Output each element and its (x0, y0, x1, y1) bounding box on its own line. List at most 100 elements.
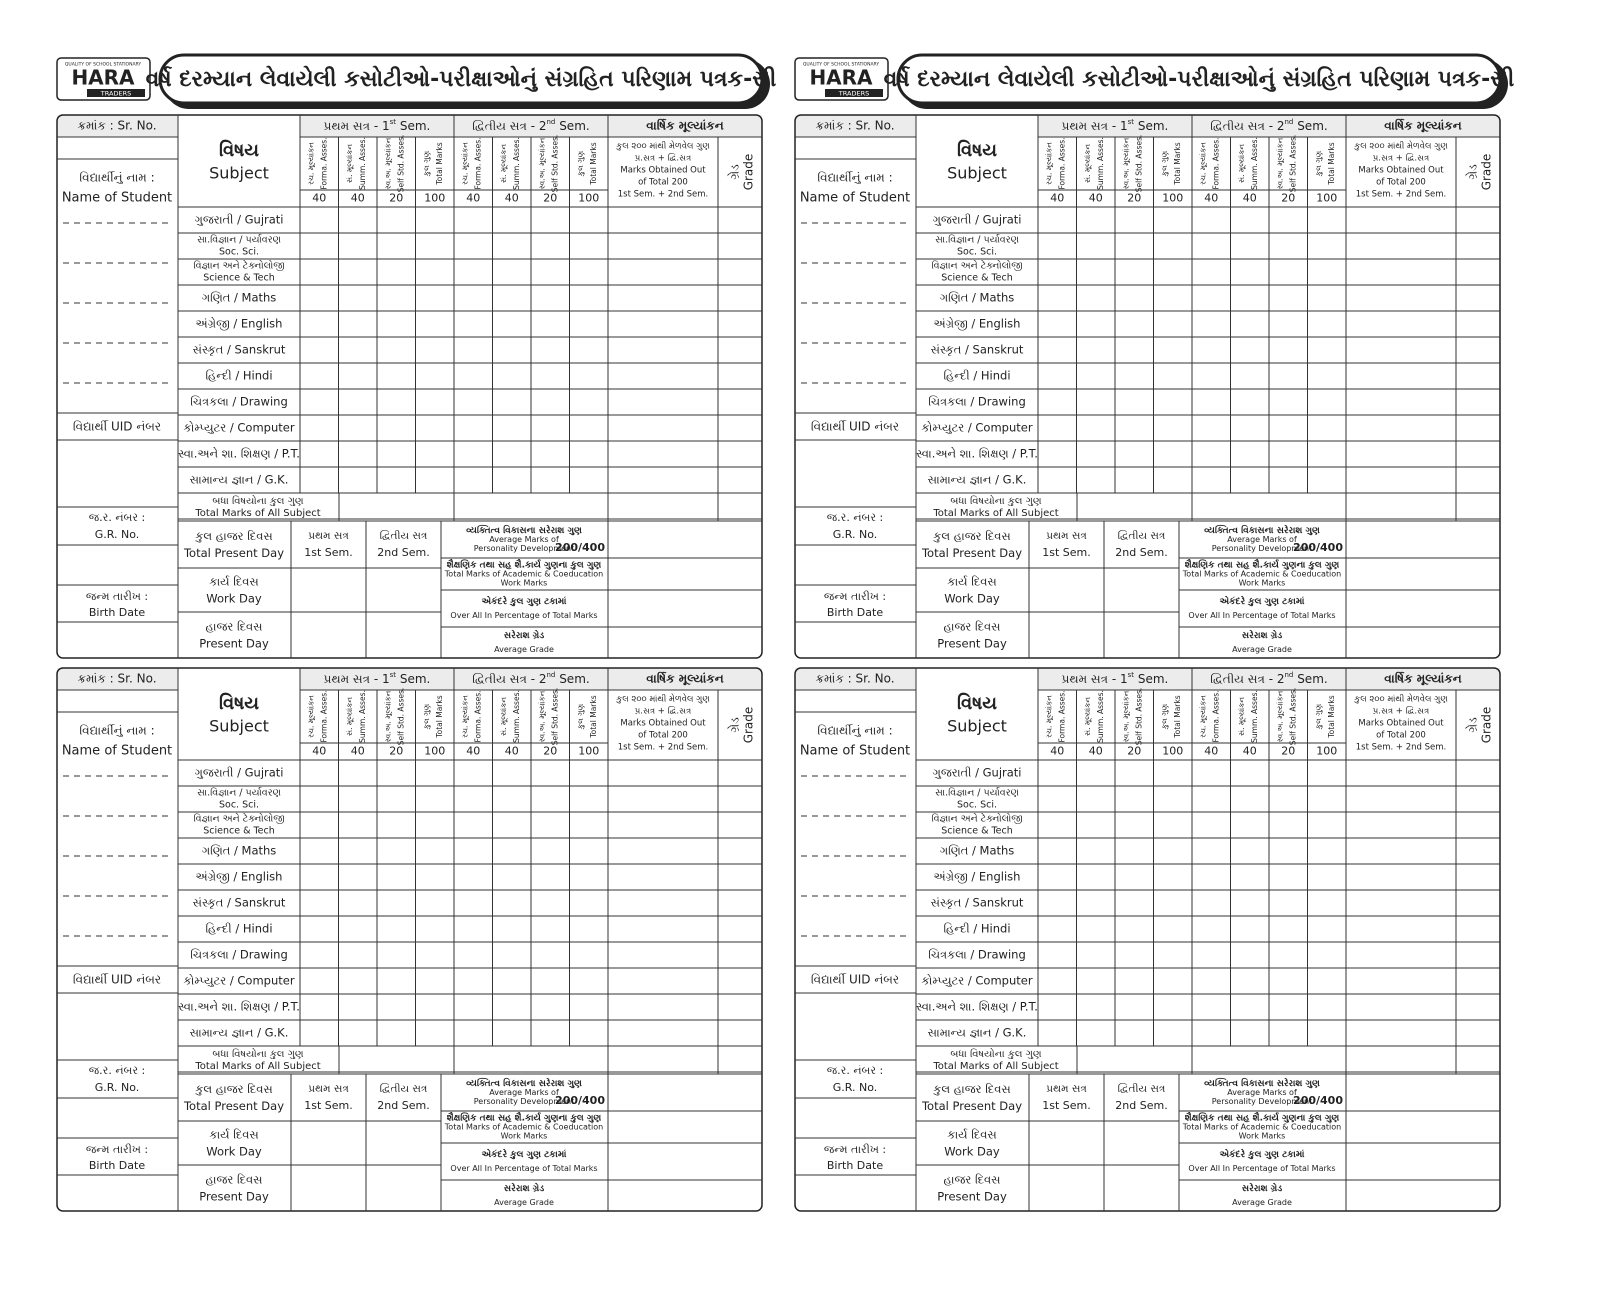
grade-header: ગ્રેડ (1465, 164, 1479, 180)
attendance-label: કાર્ય દિવસ (947, 1128, 997, 1142)
annual-header: વાર્ષિક મૂલ્યાંકન (1384, 671, 1461, 688)
summary-label: Average Marks of (489, 1088, 559, 1097)
assessment-header: સં. મૂલ્યાંકન (1236, 144, 1247, 183)
sem-tail: Sem. (1134, 672, 1168, 686)
summary-label: Over All In Percentage of Total Marks (450, 1164, 597, 1173)
summary-label: વ્યક્તિત્વ વિકાસના સરેરાશ ગુણ (1204, 1076, 1320, 1089)
summary-label: શૈક્ષણિક તથા સહ શૈ.કાર્ય ગુણના કુલ ગુણ (1185, 1110, 1340, 1123)
logo: HARA (809, 66, 873, 90)
attendance-label: Total Present Day (921, 546, 1022, 560)
attendance-label: Present Day (199, 1190, 269, 1204)
subject-name: કોમ્પ્યુટર / Computer (921, 974, 1032, 988)
att-sem: પ્રથમ સત્ર (1046, 1083, 1087, 1095)
subject-name: Soc. Sci. (957, 800, 997, 811)
gr-label: જ.ર. નંબર : (827, 1064, 884, 1077)
max-marks: 40 (1204, 192, 1218, 205)
logo-strip (87, 89, 145, 97)
sem-header: દ્વિતીય સત્ર - 2nd Sem. (472, 118, 589, 133)
birth-label: જન્મ તારીખ : (824, 590, 886, 603)
assessment-header: સ્વ.અ. મૂલ્યાંકન (1120, 690, 1131, 742)
grade-header: Grade (1480, 707, 1494, 744)
assessment-header: કુલ ગુણ (1314, 150, 1323, 177)
max-marks: 20 (1281, 192, 1295, 205)
att-sem: દ્વિતીય સત્ર (1118, 529, 1166, 542)
annual-note: Marks Obtained Out (620, 719, 706, 729)
attendance-label: કાર્ય દિવસ (947, 575, 997, 589)
annual-note: Marks Obtained Out (620, 166, 706, 176)
subject-name: કોમ્પ્યુટર / Computer (921, 421, 1032, 435)
subject-name: ગુજરાતી / Gujrati (932, 766, 1021, 780)
summary-label: એકંદરે કુલ ગુણ ટકામાં (1220, 1147, 1306, 1160)
result-form: ક્રમાંક : Sr. No. વિદ્યાર્થીનું નામ : Name… (56, 667, 763, 1212)
summary-label: Personality Development (474, 1097, 575, 1106)
logo-tagline: QUALITY OF SCHOOL STATIONARY (65, 62, 142, 68)
assessment-header: સ્વ.અ. મૂલ્યાંકન (1274, 137, 1285, 189)
summary-label: Personality Development (1212, 544, 1313, 553)
summary-label: સરેરાશ ગ્રેડ (1242, 1181, 1282, 1194)
subject-name: કોમ્પ્યુટર / Computer (183, 974, 294, 988)
header-shade (57, 668, 178, 690)
subject-name: હિન્દી / Hindi (205, 369, 272, 383)
sem-header: પ્રથમ સત્ર - 1st Sem. (1061, 118, 1168, 133)
att-sem: 2nd Sem. (377, 546, 429, 559)
summary-label: Average Grade (494, 645, 554, 654)
max-marks: 100 (1162, 192, 1183, 205)
title-pill (158, 53, 764, 105)
assessment-header: Forma. Asses. (1211, 690, 1220, 742)
assessment-header: રચ. મૂલ્યાંકન (459, 695, 470, 738)
birth-label: Birth Date (827, 606, 883, 619)
attendance-label: હાજર દિવસ (944, 1173, 1002, 1187)
subject-name: હિન્દી / Hindi (205, 922, 272, 936)
birth-label: Birth Date (89, 606, 145, 619)
sr-no: ક્રમાંક : Sr. No. (815, 672, 894, 686)
total-label: બધા વિષયોના કુલ ગુણ (212, 1047, 304, 1060)
subject-name: સંસ્કૃત / Sanskrut (193, 343, 286, 357)
att-sem: 1st Sem. (304, 1099, 353, 1112)
summary-label: શૈક્ષણિક તથા સહ શૈ.કાર્ય ગુણના કુલ ગુણ (447, 1110, 602, 1123)
assessment-header: Summ. Asses. (1250, 137, 1259, 190)
assessment-header: કુલ ગુણ (1160, 150, 1169, 177)
attendance-label: Work Day (206, 1145, 262, 1159)
summary-value: 200/400 (555, 1094, 605, 1107)
subject-name: Science & Tech (941, 826, 1013, 837)
sem-label: પ્રથમ સત્ર - 1 (1061, 672, 1127, 686)
assessment-header: સં. મૂલ્યાંકન (344, 697, 355, 736)
birth-label: જન્મ તારીખ : (86, 590, 148, 603)
assessment-header: સ્વ.અ. મૂલ્યાંકન (382, 690, 393, 742)
attendance-label: હાજર દિવસ (944, 620, 1002, 634)
max-marks: 20 (1127, 745, 1141, 758)
assessment-header: Total Marks (589, 142, 598, 185)
summary-label: Personality Development (474, 544, 575, 553)
annual-header: વાર્ષિક મૂલ્યાંકન (1384, 118, 1461, 135)
summary-value: 200/400 (555, 541, 605, 554)
max-marks: 40 (466, 192, 480, 205)
summary-label: Average Marks of (489, 535, 559, 544)
subject-name: સામાન્ય જ્ઞાન / G.K. (928, 1026, 1027, 1040)
assessment-header: સ્વ.અ. મૂલ્યાંકન (536, 137, 547, 189)
assessment-header: સં. મૂલ્યાંકન (1236, 697, 1247, 736)
assessment-header: રચ. મૂલ્યાંકન (1043, 695, 1054, 738)
assessment-header: કુલ ગુણ (576, 703, 585, 730)
subject-header: વિષય (219, 139, 259, 161)
assessment-header: Forma. Asses. (473, 137, 482, 189)
attendance-label: Total Present Day (183, 1099, 284, 1113)
assessment-header: Self Std. Asses. (550, 135, 559, 193)
sem-tail: Sem. (396, 119, 430, 133)
max-marks: 40 (1050, 745, 1064, 758)
annual-note: 1st Sem. + 2nd Sem. (618, 190, 709, 200)
sem-label: દ્વિતીય સત્ર - 2 (472, 672, 546, 686)
attendance-label: Present Day (937, 637, 1007, 651)
max-marks: 100 (578, 192, 599, 205)
assessment-header: Self Std. Asses. (1288, 135, 1297, 193)
subject-name: વિજ્ઞાન અને ટેક્નોલોજી (193, 258, 285, 271)
annual-note: Marks Obtained Out (1358, 719, 1444, 729)
subject-name: સા.વિજ્ઞાન / પર્યાવરણ (197, 234, 282, 246)
result-form: ક્રમાંક : Sr. No. વિદ્યાર્થીનું નામ : Name… (794, 114, 1501, 659)
header-shade (57, 115, 178, 137)
subject-name: ચિત્રકલા / Drawing (928, 395, 1026, 409)
name-label: વિદ્યાર્થીનું નામ : (79, 170, 154, 185)
summary-label: શૈક્ષણિક તથા સહ શૈ.કાર્ય ગુણના કુલ ગુણ (447, 557, 602, 570)
summary-label: Average Grade (1232, 645, 1292, 654)
assessment-header: Self Std. Asses. (1134, 688, 1143, 746)
name-label: Name of Student (800, 744, 910, 759)
